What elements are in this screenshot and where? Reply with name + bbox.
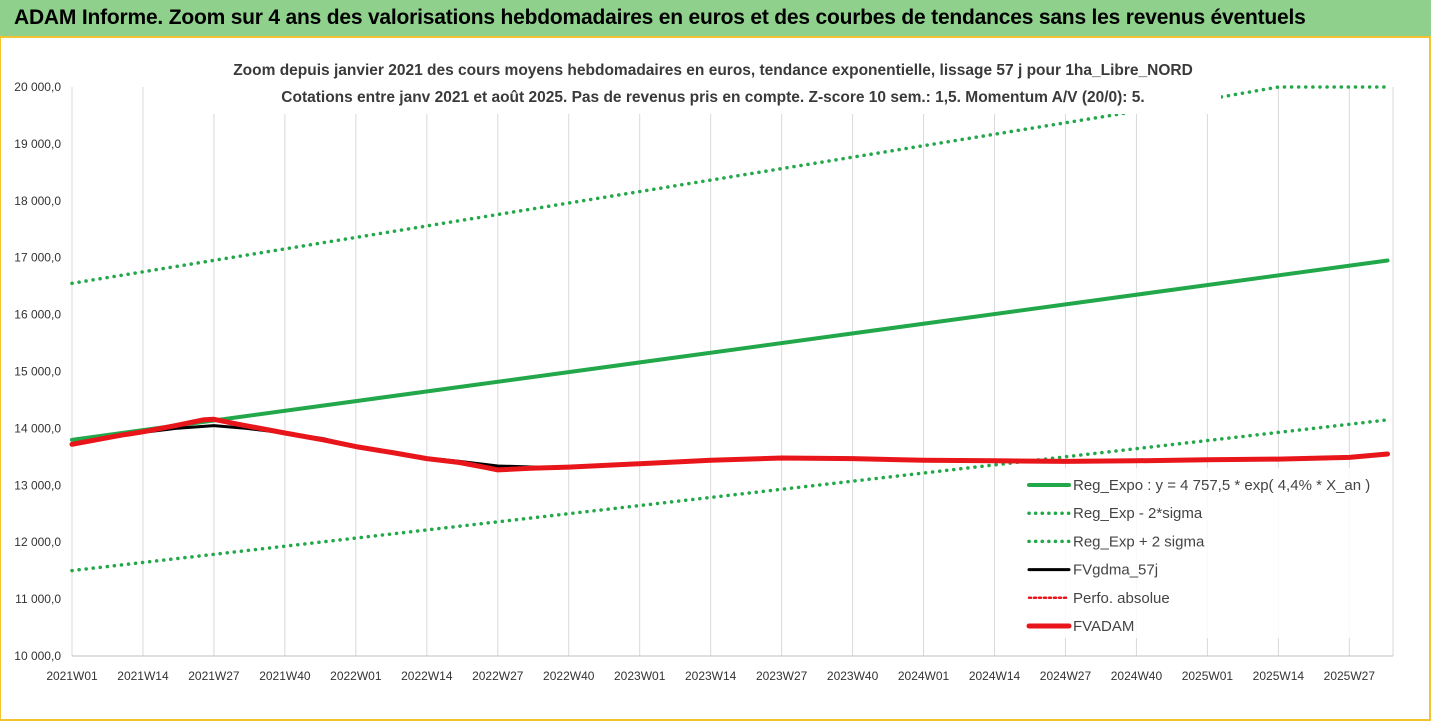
reg-exp-plus-2sigma-series — [70, 85, 1390, 286]
chart-title: Zoom depuis janvier 2021 des cours moyen… — [206, 54, 1221, 114]
legend-reg-exp-plus-label: Reg_Exp + 2 sigma — [1073, 533, 1205, 550]
line-chart: 10 000,0 11 000,0 12 000,0 13 000,0 14 000,0… — [14, 54, 1394, 683]
reg-expo-series — [70, 258, 1390, 442]
x-tick-label: 2025W27 — [1324, 669, 1376, 683]
x-tick-label: 2021W27 — [188, 669, 240, 683]
x-tick-label: 2022W01 — [330, 669, 382, 683]
x-tick-label: 2025W01 — [1182, 669, 1234, 683]
x-axis-ticks: 2021W01 2021W14 2021W27 2021W40 2022W01 2022W… — [46, 669, 1375, 683]
y-tick-label: 14 000,0 — [14, 421, 61, 435]
reg-exp-minus-2sigma-series — [70, 418, 1390, 573]
y-axis-ticks: 10 000,0 11 000,0 12 000,0 13 000,0 14 000,0… — [14, 80, 61, 663]
y-tick-label: 18 000,0 — [14, 194, 61, 208]
legend-perfo-absolue-label: Perfo. absolue — [1073, 590, 1170, 607]
report-title: ADAM Informe. Zoom sur 4 ans des valoris… — [14, 6, 1306, 29]
x-tick-label: 2025W14 — [1253, 669, 1305, 683]
x-tick-label: 2022W40 — [543, 669, 595, 683]
x-tick-label: 2022W27 — [472, 669, 524, 683]
y-tick-label: 16 000,0 — [14, 308, 61, 322]
legend: Reg_Expo : y = 4 757,5 * exp( 4,4% * X_a… — [1021, 468, 1391, 638]
report-banner: ADAM Informe. Zoom sur 4 ans des valoris… — [0, 0, 1431, 38]
x-tick-label: 2024W27 — [1040, 669, 1092, 683]
x-tick-label: 2023W27 — [756, 669, 808, 683]
legend-fvadam-label: FVADAM — [1073, 618, 1134, 635]
x-tick-label: 2023W14 — [685, 669, 737, 683]
x-tick-label: 2021W40 — [259, 669, 311, 683]
y-tick-label: 20 000,0 — [14, 80, 61, 94]
title-backdrop — [206, 54, 1221, 114]
x-tick-label: 2021W01 — [46, 669, 98, 683]
x-tick-label: 2022W14 — [401, 669, 453, 683]
y-tick-label: 19 000,0 — [14, 137, 61, 151]
legend-fvgdma-label: FVgdma_57j — [1073, 562, 1158, 579]
y-tick-label: 17 000,0 — [14, 251, 61, 265]
y-tick-label: 13 000,0 — [14, 478, 61, 492]
legend-reg-exp-minus-label: Reg_Exp - 2*sigma — [1073, 505, 1203, 522]
x-tick-label: 2024W01 — [898, 669, 950, 683]
y-tick-label: 10 000,0 — [14, 649, 61, 663]
grid — [71, 87, 1394, 657]
series-lines — [69, 85, 1390, 573]
y-tick-label: 11 000,0 — [15, 592, 61, 606]
chart-title-line: Zoom depuis janvier 2021 des cours moyen… — [233, 62, 1193, 79]
x-tick-label: 2024W14 — [969, 669, 1021, 683]
chart-frame: 10 000,0 11 000,0 12 000,0 13 000,0 14 000,0… — [0, 38, 1431, 721]
x-tick-label: 2023W40 — [827, 669, 879, 683]
x-tick-label: 2021W14 — [117, 669, 169, 683]
x-tick-label: 2023W01 — [614, 669, 666, 683]
chart-title-line: Cotations entre janv 2021 et août 2025. … — [281, 89, 1144, 106]
x-tick-label: 2024W40 — [1111, 669, 1163, 683]
y-tick-label: 12 000,0 — [14, 535, 61, 549]
legend-backdrop — [1021, 468, 1391, 638]
y-tick-label: 15 000,0 — [14, 365, 61, 379]
fvadam-series — [69, 416, 1390, 473]
legend-reg-expo-label: Reg_Expo : y = 4 757,5 * exp( 4,4% * X_a… — [1073, 477, 1370, 494]
